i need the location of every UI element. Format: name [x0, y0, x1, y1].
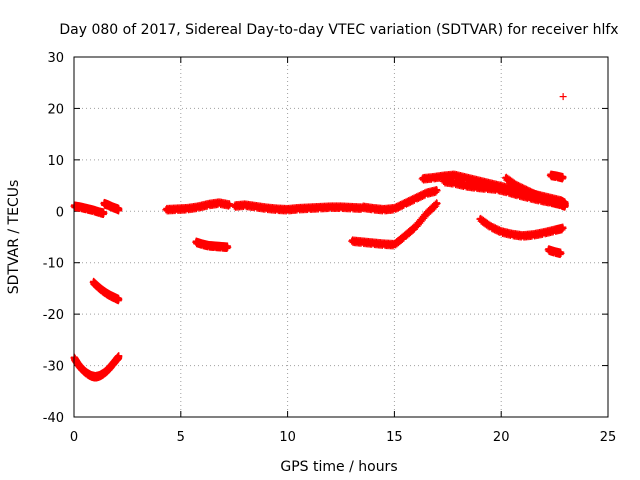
chart-title: Day 080 of 2017, Sidereal Day-to-day VTE… [59, 22, 618, 38]
series-seg-e [162, 198, 234, 215]
series-seg-g [230, 200, 366, 215]
x-tick-label: 20 [493, 430, 510, 445]
y-axis-label: SDTVAR / TECUs [6, 180, 22, 295]
axis-ticks: 0 5 10 15 20 25 -40 -30 -20 -10 0 10 20 30 [43, 51, 617, 445]
y-tick-label: -30 [43, 360, 64, 375]
x-tick-label: 10 [279, 430, 296, 445]
y-tick-label: -10 [43, 257, 64, 272]
series-seg-b [100, 198, 123, 215]
data-point [115, 206, 123, 214]
x-tick-label: 25 [600, 430, 617, 445]
series-seg-a [70, 201, 108, 218]
y-tick-label: -40 [43, 411, 64, 426]
series-seg-d [89, 277, 123, 305]
x-tick-label: 0 [70, 430, 78, 445]
data-point [559, 93, 567, 101]
series-seg-f [192, 237, 232, 253]
data-point [100, 209, 108, 217]
series-seg-p [559, 93, 567, 101]
x-axis-label: GPS time / hours [280, 459, 397, 475]
series-seg-o [544, 245, 565, 259]
y-tick-label: 20 [47, 102, 64, 117]
y-tick-label: 0 [56, 205, 64, 220]
y-tick-label: -20 [43, 308, 64, 323]
data-point [115, 353, 123, 361]
y-tick-label: 30 [47, 51, 64, 66]
series-seg-n [546, 170, 567, 183]
y-tick-label: 10 [47, 154, 64, 169]
series-seg-l [476, 214, 567, 241]
data-point [115, 296, 123, 304]
data-points [70, 93, 569, 382]
series-seg-h [348, 199, 441, 250]
series-seg-c [70, 352, 123, 382]
x-tick-label: 15 [386, 430, 403, 445]
grid-lines [74, 57, 608, 417]
data-point [224, 243, 232, 251]
x-tick-label: 5 [177, 430, 185, 445]
